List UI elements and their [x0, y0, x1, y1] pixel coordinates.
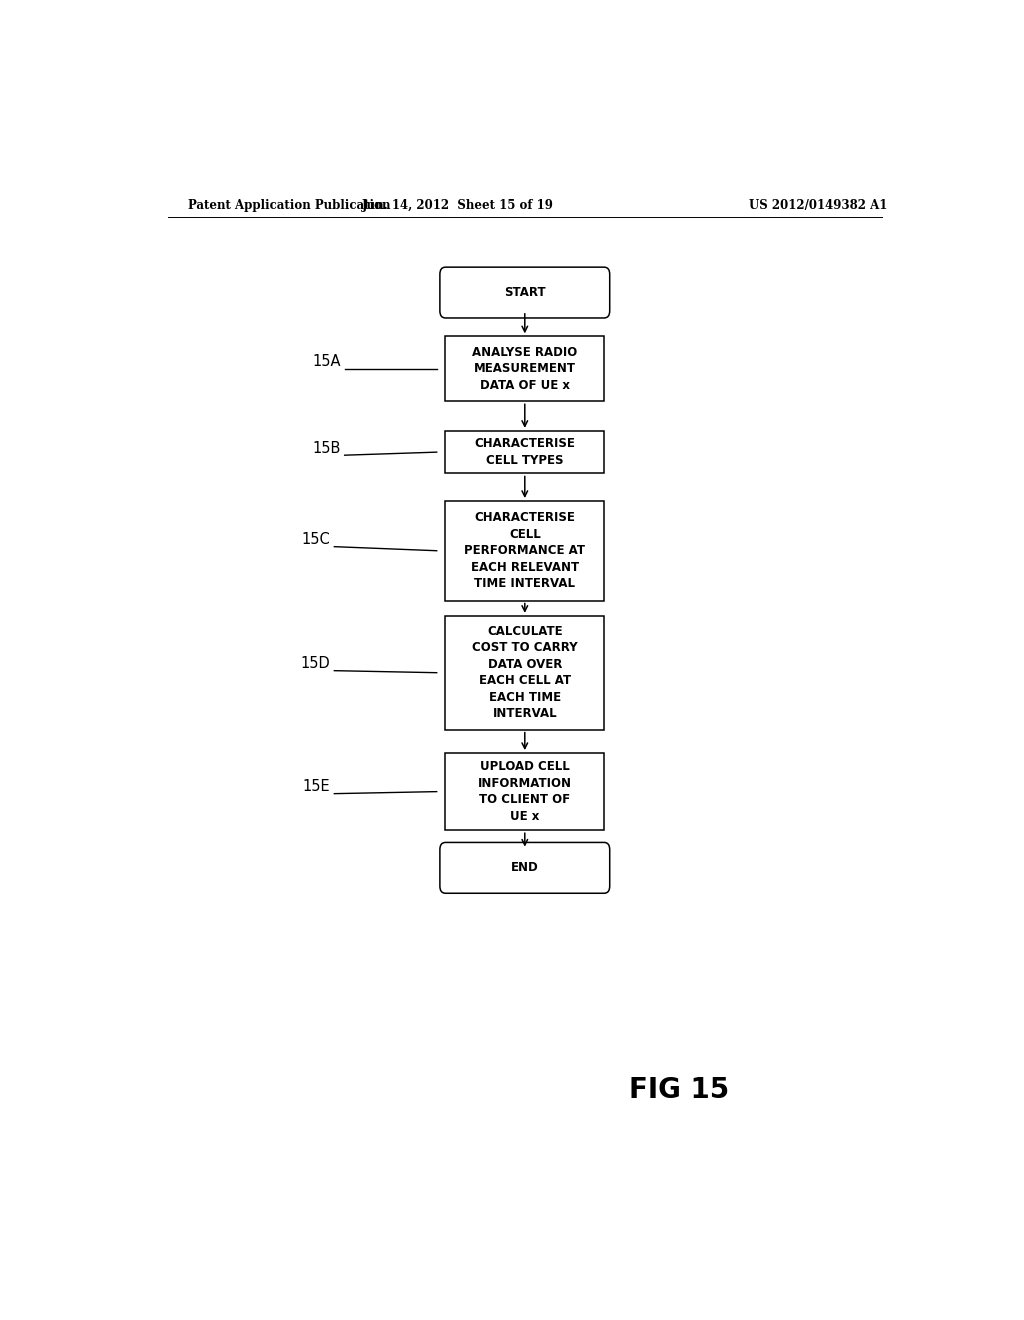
Text: END: END [511, 862, 539, 874]
Text: CHARACTERISE
CELL TYPES: CHARACTERISE CELL TYPES [474, 437, 575, 467]
Text: 15B: 15B [312, 441, 341, 455]
Text: US 2012/0149382 A1: US 2012/0149382 A1 [750, 198, 888, 211]
Text: FIG 15: FIG 15 [630, 1076, 730, 1105]
Bar [445, 752, 604, 830]
Text: 15A: 15A [312, 354, 341, 370]
Text: UPLOAD CELL
INFORMATION
TO CLIENT OF
UE x: UPLOAD CELL INFORMATION TO CLIENT OF UE … [478, 760, 571, 822]
Text: CHARACTERISE
CELL
PERFORMANCE AT
EACH RELEVANT
TIME INTERVAL: CHARACTERISE CELL PERFORMANCE AT EACH RE… [464, 511, 586, 590]
Bar [445, 500, 604, 601]
Bar [445, 337, 604, 401]
Text: Jun. 14, 2012  Sheet 15 of 19: Jun. 14, 2012 Sheet 15 of 19 [361, 198, 553, 211]
FancyBboxPatch shape [440, 842, 609, 894]
Bar [445, 430, 604, 474]
Text: 15C: 15C [302, 532, 331, 546]
Bar [445, 615, 604, 730]
Text: Patent Application Publication: Patent Application Publication [187, 198, 390, 211]
Text: START: START [504, 286, 546, 300]
Text: CALCULATE
COST TO CARRY
DATA OVER
EACH CELL AT
EACH TIME
INTERVAL: CALCULATE COST TO CARRY DATA OVER EACH C… [472, 624, 578, 721]
Text: 15E: 15E [303, 779, 331, 795]
FancyBboxPatch shape [440, 267, 609, 318]
Text: 15D: 15D [301, 656, 331, 671]
Text: ANALYSE RADIO
MEASUREMENT
DATA OF UE x: ANALYSE RADIO MEASUREMENT DATA OF UE x [472, 346, 578, 392]
